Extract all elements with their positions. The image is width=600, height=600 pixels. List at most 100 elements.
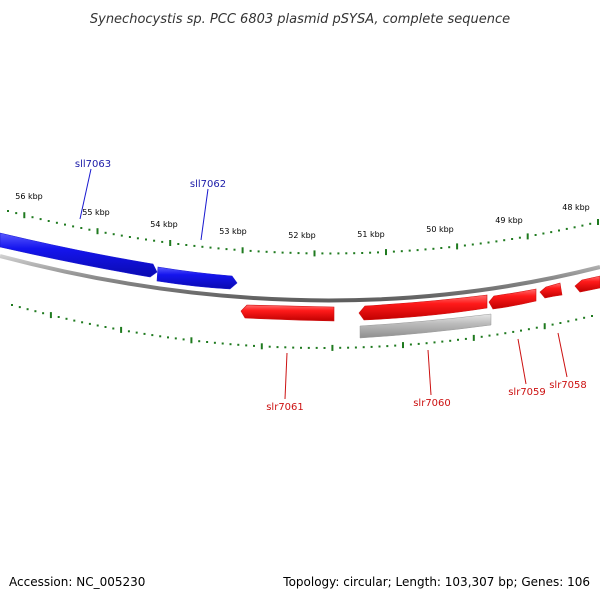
outer-minor-tick xyxy=(55,221,58,224)
outer-minor-tick xyxy=(589,222,592,225)
outer-minor-tick xyxy=(573,226,576,229)
outer-major-tick xyxy=(313,250,316,257)
inner-minor-tick xyxy=(206,341,209,343)
inner-minor-tick xyxy=(253,344,255,347)
inner-major-tick xyxy=(190,337,193,344)
scale-labels: 56 kbp 55 kbp 54 kbp 53 kbp 52 kbp 51 kb… xyxy=(15,192,590,240)
inner-minor-tick xyxy=(135,331,138,334)
outer-minor-tick xyxy=(416,249,419,252)
inner-minor-tick xyxy=(73,319,76,322)
outer-minor-tick xyxy=(558,229,560,232)
outer-minor-tick xyxy=(201,245,204,248)
outer-minor-tick xyxy=(495,240,498,243)
inner-minor-tick xyxy=(81,321,84,324)
gene-label-slr7061[interactable]: slr7061 xyxy=(266,402,304,413)
outer-minor-tick xyxy=(440,247,443,249)
inner-minor-tick xyxy=(198,340,201,343)
gene-label-slr7058[interactable]: slr7058 xyxy=(549,380,587,391)
outer-minor-tick xyxy=(361,252,364,254)
inner-minor-tick xyxy=(575,318,578,321)
scale-label-53kbp: 53 kbp xyxy=(219,227,247,236)
inner-minor-tick xyxy=(104,326,107,328)
outer-minor-tick xyxy=(47,220,50,222)
inner-minor-tick xyxy=(34,310,37,313)
inner-minor-tick xyxy=(583,316,586,319)
outer-minor-tick xyxy=(177,243,180,245)
outer-minor-tick xyxy=(487,241,490,244)
leader-line-sll7063 xyxy=(79,168,92,220)
outer-minor-tick xyxy=(369,251,372,254)
gene-label-sll7063[interactable]: sll7063 xyxy=(75,159,111,170)
outer-minor-tick xyxy=(31,216,34,219)
scale-label-54kbp: 54 kbp xyxy=(150,220,178,229)
gene-label-slr7060[interactable]: slr7060 xyxy=(413,398,451,409)
inner-minor-tick xyxy=(567,320,570,323)
inner-minor-tick xyxy=(300,346,302,349)
gene-sll7062-arrow[interactable] xyxy=(156,266,238,290)
scale-label-55kbp: 55 kbp xyxy=(82,208,110,217)
inner-scale-ticks xyxy=(11,304,593,351)
inner-minor-tick xyxy=(167,336,169,339)
leader-line-slr7058 xyxy=(557,332,568,378)
leader-line-slr7060 xyxy=(427,349,432,396)
outer-minor-tick xyxy=(289,251,292,254)
inner-minor-tick xyxy=(354,346,357,349)
outer-minor-tick xyxy=(297,252,300,255)
inner-minor-tick xyxy=(433,341,436,344)
inner-minor-tick xyxy=(213,341,216,344)
inner-major-tick xyxy=(49,312,52,319)
inner-minor-tick xyxy=(276,346,279,349)
outer-minor-tick xyxy=(257,250,260,253)
outer-minor-tick xyxy=(185,244,188,246)
outer-minor-tick xyxy=(565,227,568,230)
outer-minor-tick xyxy=(305,252,308,255)
inner-minor-tick xyxy=(315,346,318,349)
outer-minor-tick xyxy=(353,252,356,255)
inner-minor-tick xyxy=(504,332,507,335)
scale-label-50kbp: 50 kbp xyxy=(426,225,454,234)
gene-slr7059-arrow[interactable] xyxy=(488,288,537,310)
inner-minor-tick xyxy=(425,342,428,345)
inner-major-tick xyxy=(331,344,334,351)
inner-minor-tick xyxy=(88,322,91,325)
gene-slr7061-arrow[interactable] xyxy=(240,304,335,322)
inner-minor-tick xyxy=(370,345,373,348)
gene-sll7063-arrow[interactable] xyxy=(0,232,158,278)
outer-minor-tick xyxy=(321,252,324,255)
outer-minor-tick xyxy=(518,236,521,239)
inner-minor-tick xyxy=(417,342,420,345)
feature-bar-grey xyxy=(359,313,492,339)
gene-label-sll7062[interactable]: sll7062 xyxy=(190,179,226,190)
outer-major-tick xyxy=(456,243,459,250)
scale-label-56kbp: 56 kbp xyxy=(15,192,43,201)
outer-minor-tick xyxy=(329,252,332,255)
outer-minor-tick xyxy=(392,250,395,253)
outer-minor-tick xyxy=(233,248,236,251)
outer-minor-tick xyxy=(550,231,553,234)
outer-scale-ticks xyxy=(7,210,599,257)
outer-minor-tick xyxy=(39,218,42,221)
outer-major-tick xyxy=(23,212,26,219)
inner-minor-tick xyxy=(535,326,538,329)
gene-slr7060-arrow[interactable] xyxy=(358,294,488,321)
inner-minor-tick xyxy=(127,330,130,333)
gene-label-slr7059[interactable]: slr7059 xyxy=(508,387,546,398)
inner-minor-tick xyxy=(441,340,444,343)
outer-major-tick xyxy=(96,228,99,235)
outer-minor-tick xyxy=(217,247,220,250)
inner-major-tick xyxy=(543,323,546,330)
outer-minor-tick xyxy=(193,244,196,247)
inner-minor-tick xyxy=(362,346,365,349)
gene-next-partial-arrow[interactable] xyxy=(574,275,600,293)
inner-minor-tick xyxy=(151,334,154,337)
inner-minor-tick xyxy=(591,315,593,317)
scale-label-51kbp: 51 kbp xyxy=(357,230,385,239)
inner-minor-tick xyxy=(512,330,515,333)
outer-minor-tick xyxy=(534,234,537,236)
inner-minor-tick xyxy=(488,334,491,337)
inner-minor-tick xyxy=(527,328,530,331)
inner-major-tick xyxy=(120,326,123,333)
outer-minor-tick xyxy=(337,252,340,255)
gene-slr7058-arrow[interactable] xyxy=(539,282,563,299)
